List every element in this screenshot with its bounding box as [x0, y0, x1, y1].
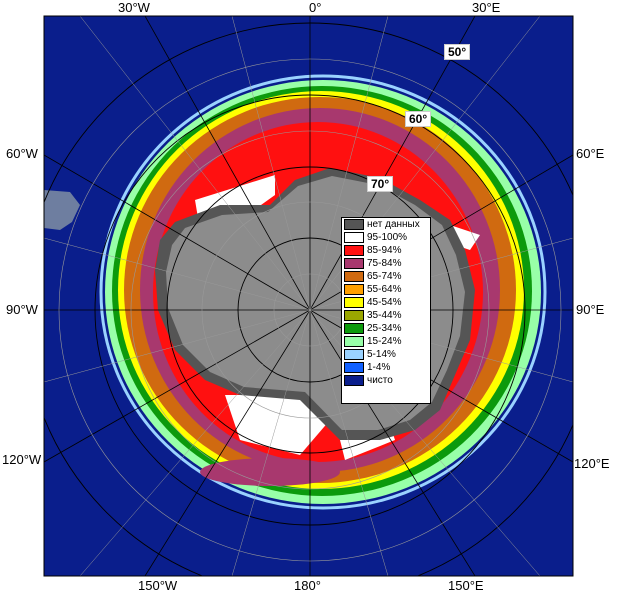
legend-swatch: [344, 245, 364, 256]
lon-label-90e: 90°E: [576, 302, 605, 317]
legend-item: 1-4%: [342, 361, 430, 374]
lon-label-120w: 120°W: [2, 452, 42, 467]
legend-item: 45-54%: [342, 296, 430, 309]
legend-label: 25-34%: [367, 323, 402, 334]
legend-label: 35-44%: [367, 310, 402, 321]
lon-label-150e: 150°E: [448, 578, 484, 593]
legend-item: 15-24%: [342, 335, 430, 348]
legend-item: 5-14%: [342, 348, 430, 361]
legend-swatch: [344, 349, 364, 360]
legend-swatch: [344, 310, 364, 321]
lat-label-60: 60°: [405, 111, 432, 127]
concentration-legend: нет данных 95-100% 85-94% 75-84% 65-74% 55-64…: [341, 217, 431, 404]
legend-swatch: [344, 284, 364, 295]
legend-label: 55-64%: [367, 284, 402, 295]
lon-label-30e: 30°E: [472, 0, 501, 15]
legend-label: 1-4%: [367, 362, 391, 373]
ice-patch-75-84: [200, 458, 340, 486]
legend-swatch: [344, 336, 364, 347]
legend-swatch: [344, 258, 364, 269]
legend-swatch: [344, 219, 364, 230]
lon-label-120e: 120°E: [574, 456, 610, 471]
legend-item: 85-94%: [342, 244, 430, 257]
lon-label-0: 0°: [309, 0, 322, 15]
legend-swatch: [344, 271, 364, 282]
ice-edge-5-14: [99, 74, 547, 510]
legend-swatch: [344, 232, 364, 243]
legend-swatch: [344, 297, 364, 308]
lon-label-30w: 30°W: [118, 0, 150, 15]
legend-label: 65-74%: [367, 271, 402, 282]
lon-label-60w: 60°W: [6, 146, 38, 161]
legend-swatch: [344, 375, 364, 386]
legend-label: 95-100%: [367, 232, 408, 243]
minor-meridians: [44, 16, 573, 576]
legend-item: 75-84%: [342, 257, 430, 270]
legend-label: чисто: [367, 375, 393, 386]
lat-label-70: 70°: [367, 176, 394, 192]
legend-item: нет данных: [342, 218, 430, 231]
lon-label-150w: 150°W: [138, 578, 178, 593]
legend-item: 25-34%: [342, 322, 430, 335]
legend-label: нет данных: [367, 219, 420, 230]
legend-label: 15-24%: [367, 336, 402, 347]
legend-item: 95-100%: [342, 231, 430, 244]
legend-item: чисто: [342, 374, 430, 387]
legend-label: 85-94%: [367, 245, 402, 256]
legend-item: 55-64%: [342, 283, 430, 296]
legend-label: 75-84%: [367, 258, 402, 269]
lon-label-180: 180°: [294, 578, 321, 593]
legend-item: 35-44%: [342, 309, 430, 322]
lon-label-90w: 90°W: [6, 302, 38, 317]
south-america-landmass: [44, 190, 80, 230]
legend-item: 65-74%: [342, 270, 430, 283]
lon-label-60e: 60°E: [576, 146, 605, 161]
legend-label: 5-14%: [367, 349, 396, 360]
legend-swatch: [344, 323, 364, 334]
legend-swatch: [344, 362, 364, 373]
legend-label: 45-54%: [367, 297, 402, 308]
lat-label-50: 50°: [444, 44, 471, 60]
